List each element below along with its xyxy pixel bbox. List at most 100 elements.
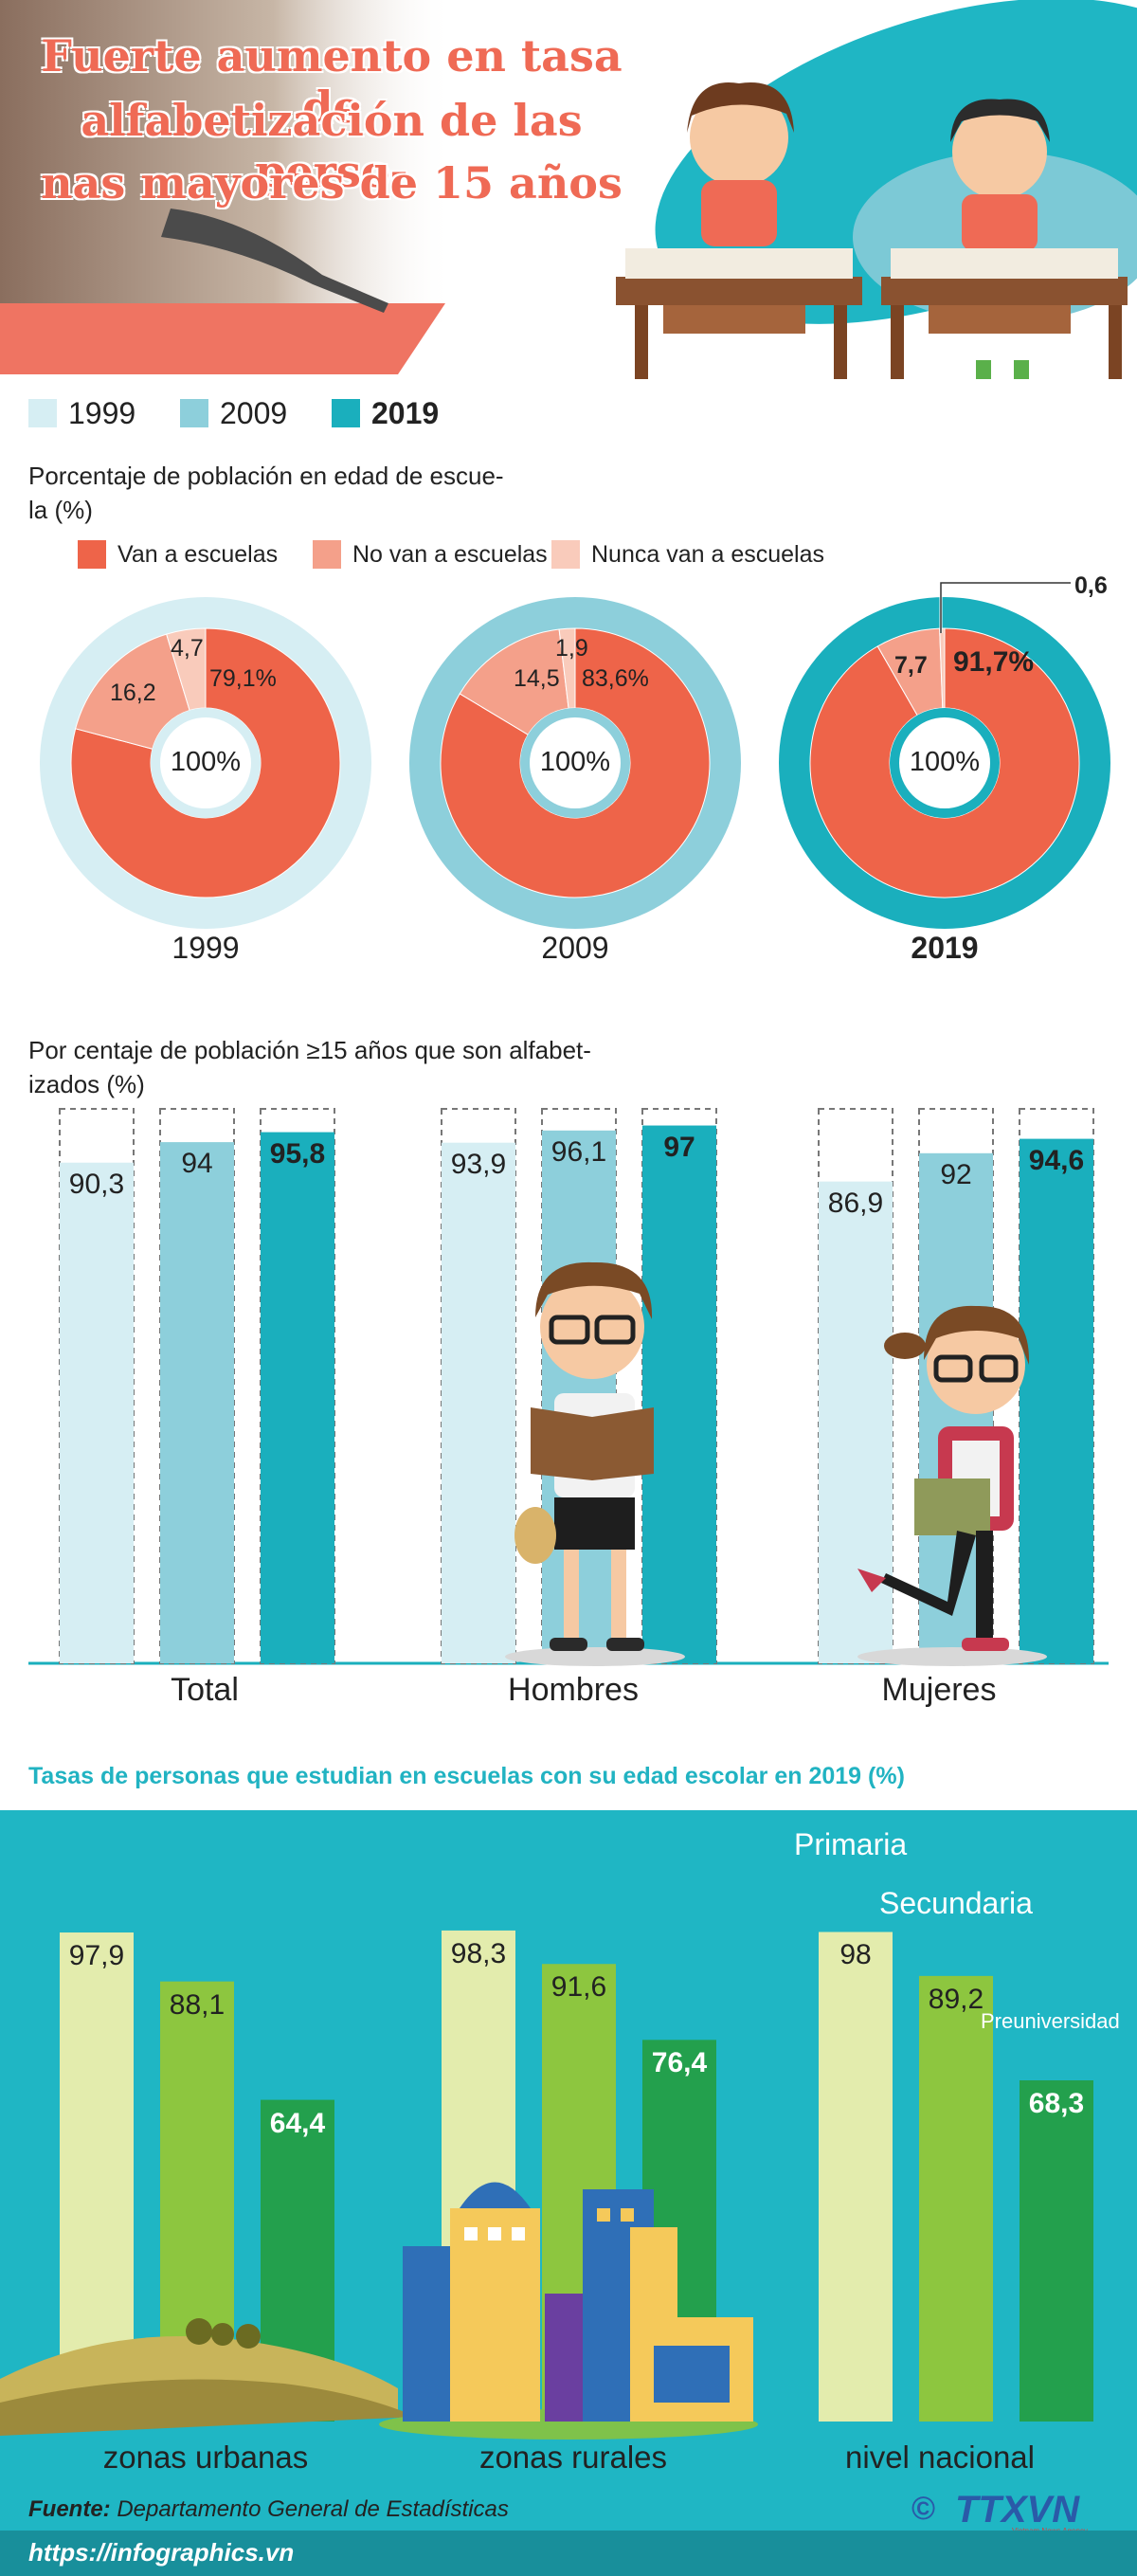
lit-bar-total-2009 [160, 1142, 234, 1663]
legend-1999: 1999 [28, 396, 135, 430]
donut-1999-no-van-label: 16,2 [110, 680, 156, 706]
title-line-3: nas mayores de 15 años [41, 157, 623, 209]
literacy-title-line-2: izados (%) [28, 1070, 145, 1098]
donut-2019-nunca-label: 0,6 [1074, 572, 1108, 599]
literacy-group-mujeres: Mujeres [881, 1672, 997, 1708]
lit-hombres-1999-value: 93,9 [450, 1148, 507, 1180]
title-line-2: alfabetización de las perso- [81, 95, 583, 197]
enr-bar-nivel-nacional-preuniversidad [1020, 2080, 1093, 2422]
girl-walking-illustration [857, 1305, 1047, 1666]
legend-2009-swatch [180, 399, 208, 427]
donut-2019-center: 100% [909, 747, 981, 777]
legend-2019: 2019 [332, 396, 439, 430]
donut-1999-year: 1999 [171, 931, 240, 965]
enrollment-group-urbanas: zonas urbanas [102, 2440, 309, 2475]
enr-rurales-primaria-value: 98,3 [450, 1937, 507, 1969]
donut-2009-van-label: 83,6% [582, 665, 649, 692]
lit-total-2019-value: 95,8 [269, 1137, 326, 1170]
donut-2019-leader-line [940, 582, 1071, 633]
lit-bar-total-1999 [60, 1162, 134, 1663]
pen-icon [161, 209, 388, 313]
legend-no-van-label: No van a escuelas [352, 540, 548, 568]
header-illustration [0, 0, 1137, 379]
donut-2019-van-label: 91,7% [953, 646, 1035, 678]
lit-mujeres-2009-value: 92 [940, 1158, 972, 1190]
lit-bar-outline-hombres-2009 [541, 1108, 617, 1664]
legend-1999-label: 1999 [68, 395, 136, 430]
enr-rurales-secundaria-value: 91,6 [550, 1971, 607, 2004]
level-label-primaria: Primaria [794, 1827, 908, 1861]
hand-photo [0, 0, 455, 322]
legend-no-van: No van a escuelas [313, 540, 548, 569]
legend-1999-swatch [28, 399, 57, 427]
lit-bar-outline-mujeres-2019 [1019, 1108, 1094, 1664]
enr-bar-zonas-urbanas-primaria [60, 1932, 134, 2422]
donut-2009-nunca-label: 1,9 [555, 635, 588, 662]
legend-2019-swatch [332, 399, 360, 427]
school-title-line-2: la (%) [28, 496, 93, 524]
lit-bar-outline-mujeres-1999 [818, 1108, 893, 1664]
source-note: Fuente: Departamento General de Estadíst… [28, 2496, 509, 2523]
lit-hombres-2009-value: 96,1 [550, 1135, 607, 1168]
title-line-1: Fuerte aumento en tasa de [41, 30, 623, 133]
header-art [0, 0, 1137, 379]
enr-nacional-primaria-value: 98 [839, 1939, 872, 1971]
enr-nacional-secundaria-value: 89,2 [928, 1983, 984, 2015]
boy-at-desk [881, 99, 1128, 379]
lit-bar-mujeres-1999 [819, 1181, 893, 1663]
lit-bar-total-2019 [261, 1132, 334, 1663]
enr-urbanas-primaria-value: 97,9 [68, 1940, 125, 1972]
lit-bar-outline-total-2019 [260, 1108, 335, 1664]
legend-van-swatch [78, 540, 106, 569]
legend-nunca: Nunca van a escuelas [551, 540, 824, 569]
ttxvn-logo: TTXVN [955, 2489, 1080, 2531]
literacy-title-line-1: Por centaje de población ≥15 años que so… [28, 1036, 591, 1064]
enrollment-panel [0, 1810, 1137, 2576]
legend-2009: 2009 [180, 396, 287, 430]
source-label: Fuente: [28, 2496, 111, 2522]
legend-no-van-swatch [313, 540, 341, 569]
donut-1999-hole [160, 717, 251, 808]
enr-urbanas-preuni-value: 64,4 [269, 2107, 326, 2139]
legend-van: Van a escuelas [78, 540, 278, 569]
donut-1999-center: 100% [170, 747, 242, 777]
donut-2009-center: 100% [539, 747, 611, 777]
enrollment-title: Tasas de personas que estudian en escuel… [28, 1763, 905, 1789]
enr-nacional-preuni-value: 68,3 [1028, 2088, 1085, 2120]
school-title-line-1: Porcentaje de población en edad de escue… [28, 462, 504, 490]
site-url[interactable]: https://infographics.vn [28, 2538, 295, 2567]
lit-total-2009-value: 94 [181, 1148, 213, 1180]
legend-2009-label: 2009 [220, 395, 288, 430]
source-text: Departamento General de Estadísticas [117, 2496, 509, 2522]
lit-bar-mujeres-2019 [1020, 1138, 1093, 1663]
donut-2019-no-van-label: 7,7 [894, 652, 928, 679]
enrollment-group-rurales: zonas rurales [478, 2440, 668, 2475]
lit-bar-hombres-2019 [642, 1125, 716, 1663]
lit-mujeres-1999-value: 86,9 [827, 1187, 884, 1219]
donut-1999-nunca-label: 4,7 [171, 635, 204, 662]
level-label-secundaria: Secundaria [879, 1886, 1033, 1920]
lit-bar-outline-hombres-2019 [641, 1108, 717, 1664]
city-buildings-illustration [379, 2182, 758, 2440]
donut-1999-van-label: 79,1% [209, 665, 277, 692]
lit-mujeres-2019-value: 94,6 [1028, 1144, 1085, 1176]
lit-bar-outline-total-2009 [159, 1108, 235, 1664]
literacy-group-total: Total [171, 1672, 239, 1708]
enrollment-group-nacional: nivel nacional [845, 2440, 1035, 2475]
literacy-bar-chart [28, 1108, 1109, 1666]
lit-total-1999-value: 90,3 [68, 1168, 125, 1200]
lit-bar-outline-total-1999 [59, 1108, 135, 1664]
girl-at-desk [616, 82, 862, 379]
literacy-group-hombres: Hombres [508, 1672, 639, 1708]
legend-van-label: Van a escuelas [117, 540, 279, 568]
legend-nunca-label: Nunca van a escuelas [591, 540, 824, 568]
donut-2019-hole [899, 717, 990, 808]
footer-bar [0, 2531, 1137, 2576]
legend-nunca-swatch [551, 540, 580, 569]
donut-2009-no-van-label: 14,5 [514, 665, 560, 692]
lit-hombres-2019-value: 97 [663, 1131, 695, 1163]
donut-2019-year: 2019 [911, 931, 979, 965]
title-ribbon [0, 303, 445, 374]
donut-2009-year: 2009 [541, 931, 609, 965]
boy-reading-illustration [505, 1261, 685, 1666]
